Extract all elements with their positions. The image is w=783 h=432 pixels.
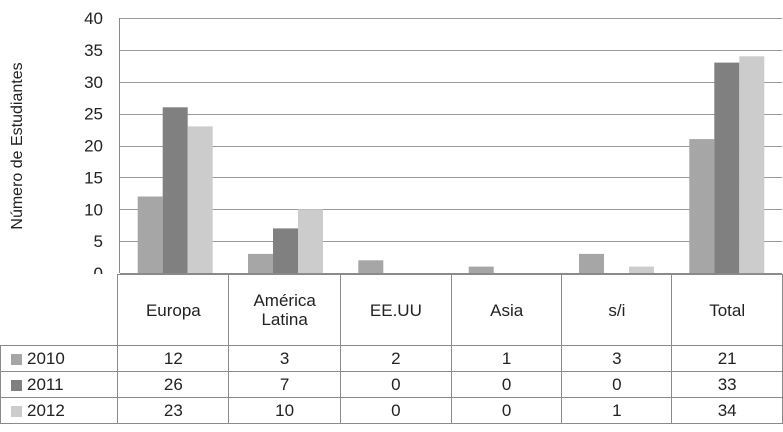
- y-tick-label: 0: [94, 264, 103, 274]
- table-row: 2012 23 10 0 0 1 34: [0, 397, 783, 424]
- category-label: América Latina: [228, 274, 341, 346]
- legend-label: 2012: [27, 400, 65, 420]
- data-label: 3: [561, 345, 673, 372]
- data-label: 0: [339, 371, 452, 398]
- y-axis-ticks: 0 5 10 15 20 25 30 35 40: [84, 9, 103, 274]
- y-tick-label: 5: [94, 232, 103, 251]
- y-tick-label: 25: [84, 105, 103, 124]
- data-label: 1: [561, 397, 673, 424]
- data-label: 34: [671, 397, 783, 424]
- bar-2011: [162, 107, 188, 274]
- legend-label: 2011: [27, 374, 64, 394]
- data-label: 2: [339, 345, 452, 372]
- y-tick-label: 30: [84, 73, 103, 92]
- category-label: Total: [671, 274, 783, 346]
- table-row: 2010 12 3 2 1 3 21: [0, 345, 783, 372]
- x-tick-label: Europa: [145, 300, 201, 320]
- data-table: Europa América Latina EE.UU Asia s/i Total 201…: [0, 274, 783, 424]
- bar-2012: [629, 266, 654, 273]
- gridlines: [120, 18, 782, 274]
- data-label: 0: [339, 397, 452, 424]
- data-label: 26: [117, 371, 230, 398]
- data-label: 0: [561, 371, 673, 398]
- legend-entry: 2011: [0, 371, 119, 398]
- y-axis-label: Número de Estudiantes: [9, 62, 26, 229]
- table-row: 2011 26 7 0 0 0 33: [0, 371, 783, 398]
- category-label: Asia: [450, 274, 563, 346]
- data-label: 21: [671, 345, 783, 372]
- data-label: 10: [228, 397, 341, 424]
- bars: [137, 56, 765, 274]
- data-label: 7: [228, 371, 341, 398]
- y-tick-label: 20: [84, 137, 103, 156]
- category-label: EE.UU: [339, 274, 452, 346]
- legend-entry: 2012: [0, 397, 119, 424]
- x-tick-label: s/i: [608, 300, 626, 320]
- data-label: 0: [450, 397, 563, 424]
- legend-entry: 2010: [0, 345, 119, 372]
- bar-2011: [714, 62, 740, 273]
- data-label: 12: [117, 345, 230, 372]
- bar-2010: [468, 266, 494, 273]
- data-label: 1: [450, 345, 563, 372]
- bar-2010: [689, 139, 715, 273]
- category-label: Europa: [117, 274, 230, 346]
- x-tick-label: Asia: [490, 300, 524, 320]
- legend-swatch: [11, 379, 22, 391]
- data-label: 33: [671, 371, 783, 398]
- y-tick-label: 10: [84, 200, 103, 219]
- bar-2012: [298, 209, 323, 274]
- data-label: 3: [228, 345, 341, 372]
- table-corner: [1, 275, 118, 346]
- data-label: 23: [117, 397, 230, 424]
- legend-swatch: [11, 405, 22, 417]
- bar-2010: [137, 196, 163, 273]
- category-label: s/i: [561, 274, 673, 346]
- bar-2010: [358, 260, 384, 274]
- table-header-row: Europa América Latina EE.UU Asia s/i Total: [1, 274, 783, 346]
- x-tick-label: América Latina: [253, 291, 316, 329]
- bar-2010: [579, 253, 604, 273]
- bar-2012: [187, 126, 213, 274]
- data-label: 0: [450, 371, 563, 398]
- chart: 0 5 10 15 20 25 30 35 40 Número de Estudiantes: [9, 9, 782, 274]
- y-tick-label: 15: [84, 168, 103, 187]
- legend-swatch: [11, 353, 22, 365]
- x-tick-label: EE.UU: [369, 300, 422, 320]
- legend-label: 2010: [27, 348, 65, 368]
- bar-2011: [273, 228, 298, 273]
- y-tick-label: 35: [84, 41, 103, 60]
- bar-2012: [739, 56, 765, 274]
- y-tick-label: 40: [84, 9, 103, 28]
- x-tick-label: Total: [709, 300, 746, 320]
- bar-2010: [248, 253, 273, 273]
